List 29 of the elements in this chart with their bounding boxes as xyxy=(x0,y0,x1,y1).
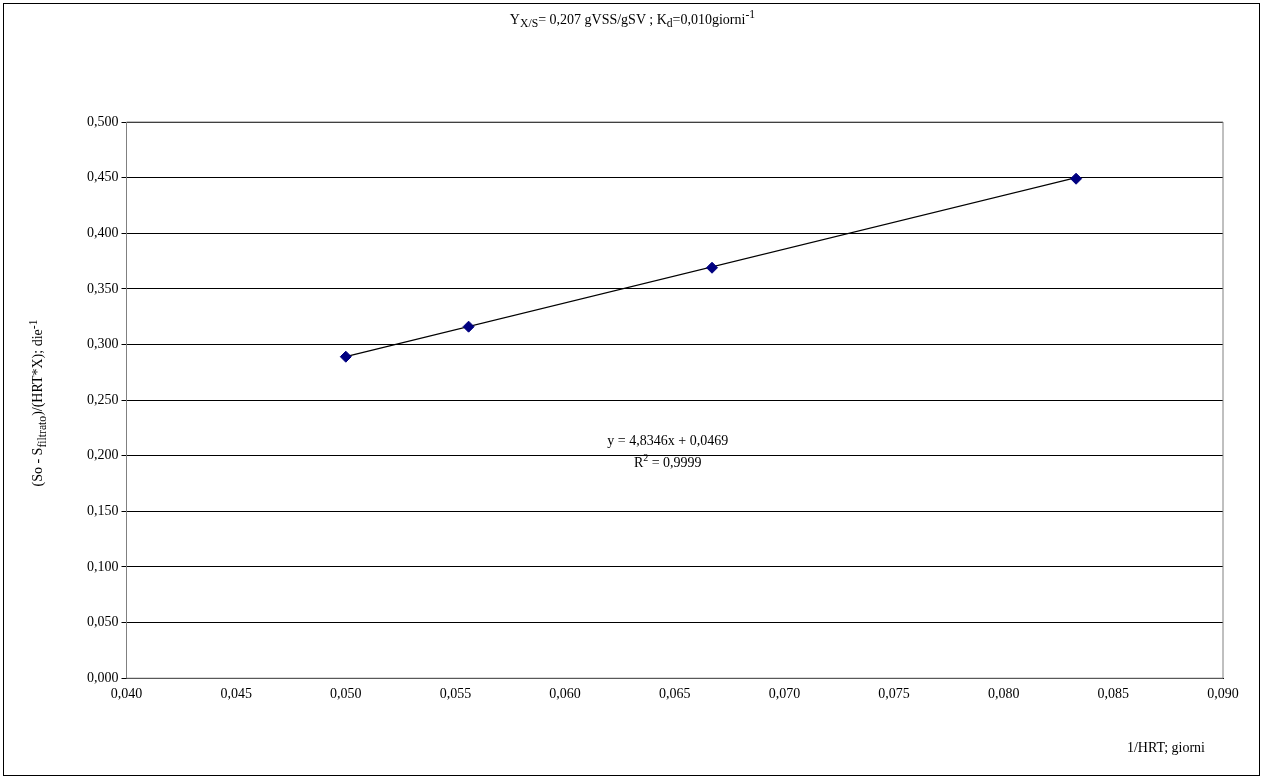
x-tick-label: 0,070 xyxy=(768,686,801,702)
x-axis-title: 1/HRT; giorni xyxy=(1126,740,1205,756)
y-tick-label: 0,200 xyxy=(87,447,119,463)
y-tick-label: 0,300 xyxy=(87,336,119,352)
y-tick-label: 0,150 xyxy=(87,503,119,519)
x-tick-label: 0,075 xyxy=(878,686,910,702)
x-tick-label: 0,040 xyxy=(110,686,143,702)
point xyxy=(462,320,475,333)
x-tick-label: 0,085 xyxy=(1097,686,1130,702)
y-tick-label: 0,050 xyxy=(87,614,119,630)
x-tick-label: 0,060 xyxy=(549,686,581,702)
x-tick-label: 0,050 xyxy=(330,686,362,702)
y-tick-label: 0,450 xyxy=(87,169,119,185)
annotation: y = 4,8346x + 0,0469 xyxy=(607,433,729,449)
point xyxy=(1070,172,1083,185)
x-tick-label: 0,055 xyxy=(439,686,472,702)
y-tick-label: 0,000 xyxy=(87,669,119,685)
point xyxy=(339,350,352,363)
y-tick-label: 0,250 xyxy=(87,391,119,407)
point xyxy=(706,261,719,274)
x-tick-label: 0,065 xyxy=(659,686,691,702)
x-tick-label: 0,045 xyxy=(220,686,252,702)
y-tick-label: 0,400 xyxy=(87,224,119,240)
x-tick-label: 0,080 xyxy=(987,686,1020,702)
x-tick-label: 0,090 xyxy=(1207,686,1239,702)
chart-title: Y$_{X/S}$= 0,207 gVSS/gSV ; K$_{d}$=0,010giorni$^{-1}$ xyxy=(508,8,757,31)
y-tick-label: 0,350 xyxy=(87,280,119,296)
y-tick-label: 0,500 xyxy=(87,113,119,129)
y-tick-label: 0,100 xyxy=(87,558,119,574)
